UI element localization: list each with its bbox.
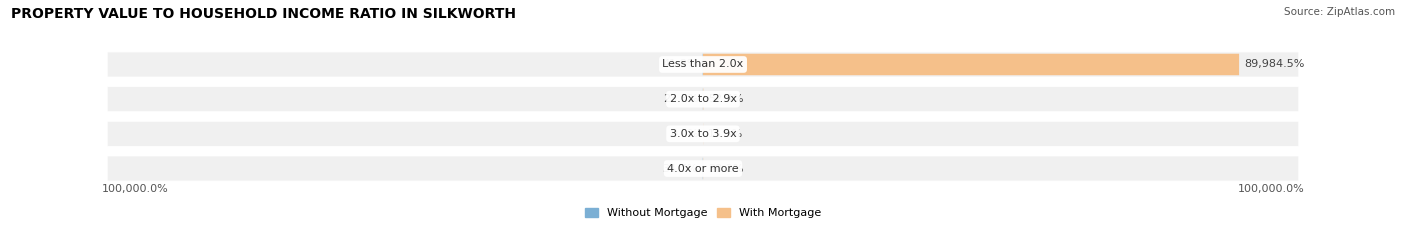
Text: 100,000.0%: 100,000.0% bbox=[1237, 184, 1305, 194]
FancyBboxPatch shape bbox=[703, 54, 1239, 75]
Text: 2.0x to 2.9x: 2.0x to 2.9x bbox=[669, 94, 737, 104]
Text: 15.5%: 15.5% bbox=[707, 129, 744, 139]
Text: 3.0x to 3.9x: 3.0x to 3.9x bbox=[669, 129, 737, 139]
Text: 4.0x or more: 4.0x or more bbox=[668, 164, 738, 174]
Text: 23.5%: 23.5% bbox=[662, 94, 699, 104]
Legend: Without Mortgage, With Mortgage: Without Mortgage, With Mortgage bbox=[585, 208, 821, 218]
Text: PROPERTY VALUE TO HOUSEHOLD INCOME RATIO IN SILKWORTH: PROPERTY VALUE TO HOUSEHOLD INCOME RATIO… bbox=[11, 7, 516, 21]
FancyBboxPatch shape bbox=[107, 121, 1299, 146]
Text: 52.4%: 52.4% bbox=[709, 94, 744, 104]
Text: 34.7%: 34.7% bbox=[662, 164, 697, 174]
FancyBboxPatch shape bbox=[107, 87, 1299, 112]
FancyBboxPatch shape bbox=[107, 156, 1299, 181]
Text: 41.8%: 41.8% bbox=[662, 59, 697, 69]
Text: 89,984.5%: 89,984.5% bbox=[1244, 59, 1305, 69]
Text: 100,000.0%: 100,000.0% bbox=[101, 184, 169, 194]
Text: Less than 2.0x: Less than 2.0x bbox=[662, 59, 744, 69]
Text: 0.0%: 0.0% bbox=[671, 129, 699, 139]
FancyBboxPatch shape bbox=[107, 52, 1299, 77]
Text: Source: ZipAtlas.com: Source: ZipAtlas.com bbox=[1284, 7, 1395, 17]
Text: 28.2%: 28.2% bbox=[709, 164, 744, 174]
